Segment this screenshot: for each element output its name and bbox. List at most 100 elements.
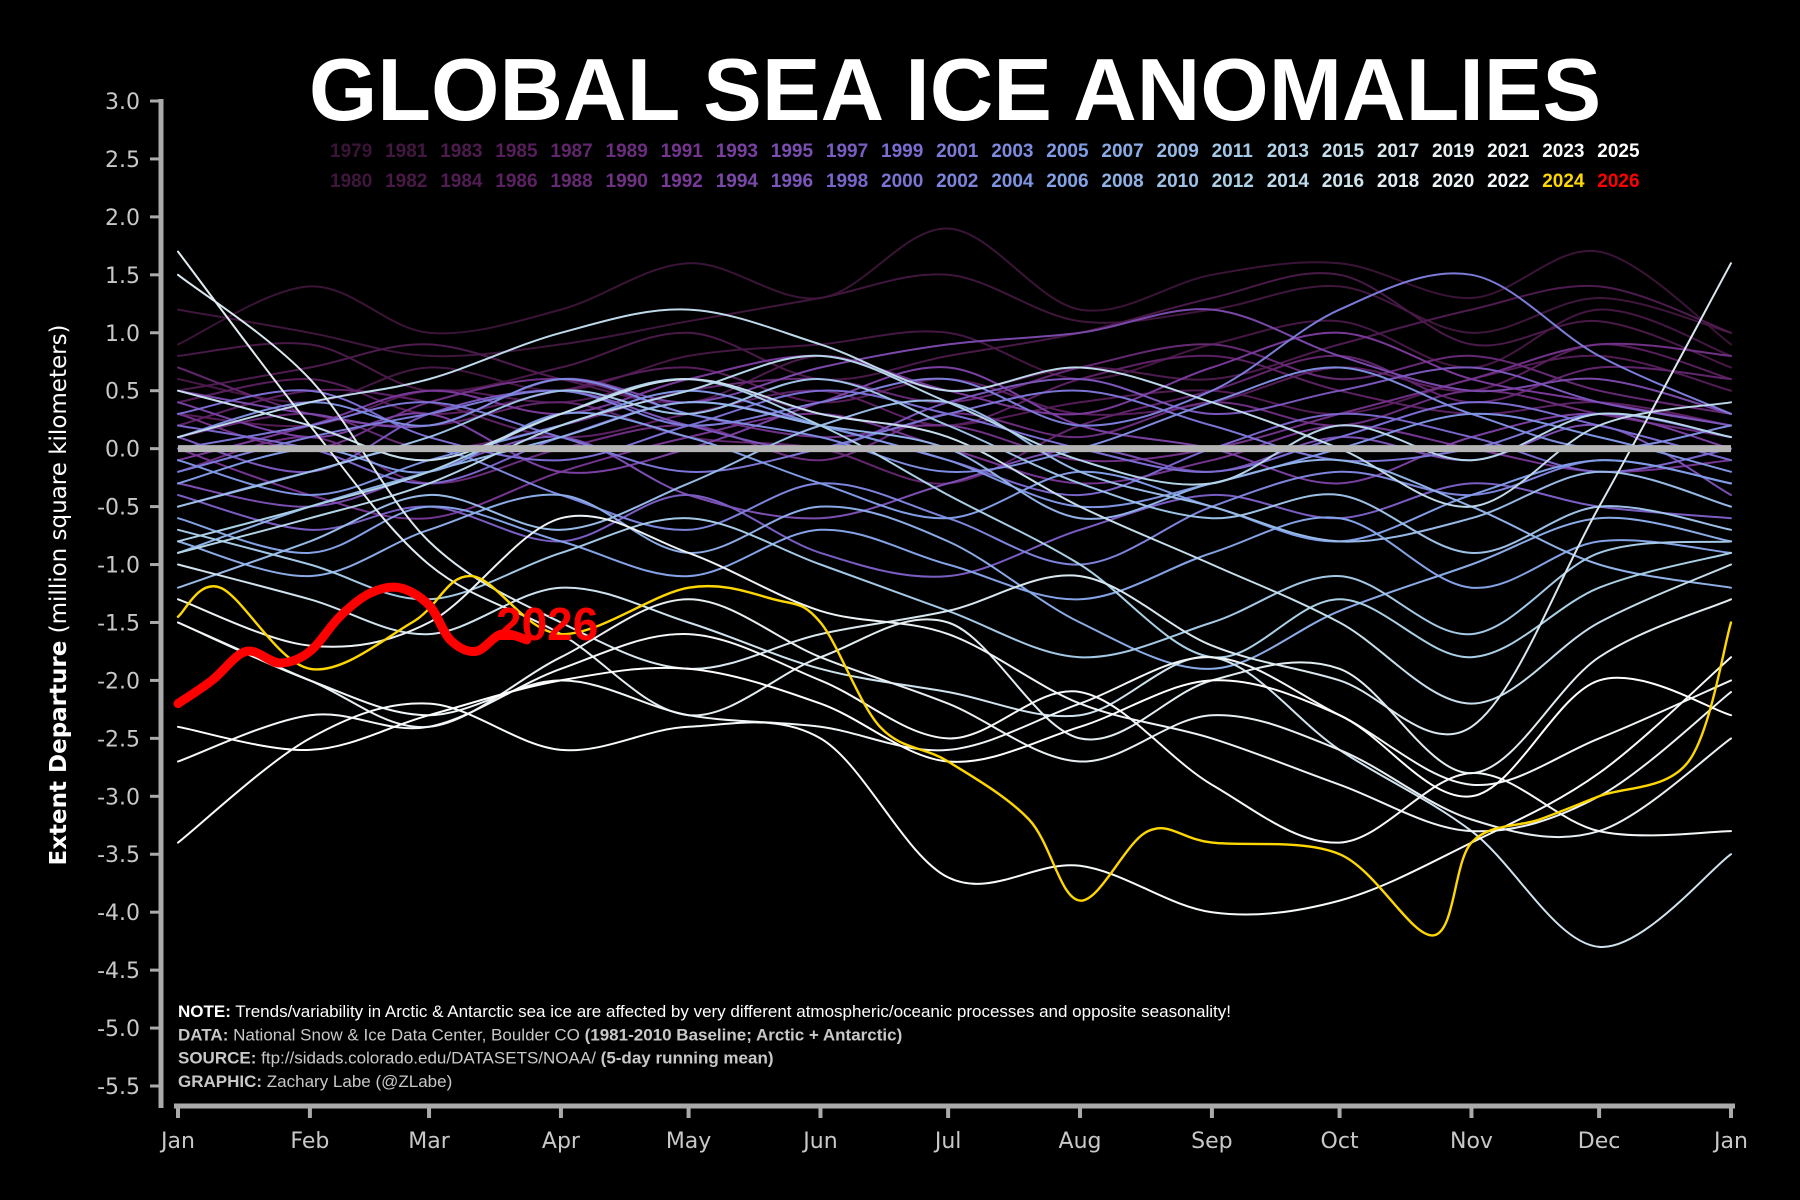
- y-axis-label-rest: (million square kilometers): [46, 324, 72, 640]
- legend-entry-2007: 2007: [1101, 141, 1143, 162]
- series-line-2010: [177, 378, 1732, 554]
- series-line-2020: [177, 514, 1732, 833]
- legend-entry-2022: 2022: [1487, 171, 1529, 192]
- y-tick-label: 0.0: [105, 438, 140, 463]
- note-line: SOURCE: ftp://sidads.colorado.edu/DATASE…: [178, 1049, 774, 1068]
- legend-entry-2019: 2019: [1432, 141, 1474, 162]
- axes: 3.0 2.5 2.0 1.5 1.0 0.5 0.0 -0.5 -1.0 -1.5 -2.0 -2.…: [97, 90, 1748, 1154]
- note-text: National Snow & Ice Data Center, Boulder…: [228, 1025, 584, 1044]
- series-line-2016: [177, 563, 1732, 948]
- series-line-2026: [173, 582, 532, 709]
- x-tick-label: Feb: [290, 1129, 329, 1154]
- legend-entry-1982: 1982: [385, 171, 427, 192]
- legend-entry-1997: 1997: [826, 141, 868, 162]
- legend-entry-1996: 1996: [771, 171, 813, 192]
- series-line-1980: [177, 273, 1732, 358]
- legend: 1979 1981 1983 1985 1987 1989 1991 1993 1995 1997…: [330, 141, 1640, 192]
- y-tick-label: 1.0: [105, 322, 140, 347]
- y-tick-label: 1.5: [105, 264, 140, 289]
- note-label: DATA:: [178, 1025, 228, 1044]
- legend-entry-2012: 2012: [1212, 171, 1254, 192]
- x-tick-label: Mar: [408, 1129, 450, 1154]
- legend-entry-1980: 1980: [330, 171, 372, 192]
- x-tick-label: Sep: [1191, 1129, 1232, 1154]
- legend-entry-2008: 2008: [1101, 171, 1143, 192]
- legend-entry-2016: 2016: [1322, 171, 1364, 192]
- y-tick-label: -3.0: [97, 785, 140, 810]
- note-line: NOTE: Trends/variability in Arctic & Ant…: [178, 1002, 1231, 1021]
- series-line-2014: [177, 308, 1732, 508]
- x-tick-label: Nov: [1450, 1129, 1493, 1154]
- series-line-2012: [177, 378, 1732, 659]
- legend-entry-2009: 2009: [1157, 141, 1199, 162]
- note-bold-tail: (5-day running mean): [601, 1049, 774, 1068]
- series-line-2015: [177, 378, 1732, 705]
- chart-title: GLOBAL SEA ICE ANOMALIES: [309, 40, 1601, 139]
- legend-entry-2025: 2025: [1597, 141, 1640, 162]
- note-label: SOURCE:: [178, 1049, 256, 1068]
- legend-entry-2010: 2010: [1157, 171, 1199, 192]
- legend-entry-1986: 1986: [495, 171, 537, 192]
- series-line-2001: [177, 272, 1732, 473]
- legend-entry-1983: 1983: [440, 141, 482, 162]
- legend-entry-2000: 2000: [881, 171, 923, 192]
- x-tick-label: May: [666, 1129, 711, 1154]
- y-tick-label: -0.5: [97, 496, 140, 521]
- x-tick-label: Oct: [1321, 1129, 1359, 1154]
- note-bold-tail: (1981-2010 Baseline; Arctic + Antarctic): [585, 1025, 903, 1044]
- y-tick-label: -1.0: [97, 554, 140, 579]
- series-line-2007: [177, 493, 1732, 670]
- legend-entry-1998: 1998: [826, 171, 868, 192]
- legend-entry-1991: 1991: [661, 141, 704, 162]
- legend-entry-2015: 2015: [1322, 141, 1365, 162]
- note-label: NOTE:: [178, 1002, 231, 1021]
- legend-entry-2018: 2018: [1377, 171, 1419, 192]
- legend-entry-2020: 2020: [1432, 171, 1474, 192]
- legend-entry-1984: 1984: [440, 171, 483, 192]
- y-axis-label: Extent Departure (million square kilomet…: [46, 324, 72, 865]
- legend-entry-1993: 1993: [716, 141, 758, 162]
- legend-entry-1999: 1999: [881, 141, 923, 162]
- y-axis-label-bold: Extent Departure: [46, 641, 72, 866]
- series-line-2017: [177, 262, 1732, 736]
- y-tick-label: -2.5: [97, 727, 140, 752]
- y-tick-label: 0.5: [105, 380, 140, 405]
- legend-entry-2014: 2014: [1267, 171, 1310, 192]
- y-tick-label: 3.0: [105, 90, 140, 115]
- legend-entry-2003: 2003: [991, 141, 1033, 162]
- legend-entry-2021: 2021: [1487, 141, 1530, 162]
- series-line-2006: [177, 505, 1732, 601]
- legend-entry-2017: 2017: [1377, 141, 1419, 162]
- y-tick-label: 2.5: [105, 148, 140, 173]
- x-tick-label: Jun: [801, 1129, 837, 1154]
- legend-entry-1988: 1988: [550, 171, 592, 192]
- y-tick-label: -4.5: [97, 959, 140, 984]
- legend-entry-2001: 2001: [936, 141, 979, 162]
- legend-entry-2005: 2005: [1046, 141, 1089, 162]
- series-line-2025: [177, 666, 1732, 798]
- legend-entry-1979: 1979: [330, 141, 372, 162]
- series-lines: [173, 227, 1733, 948]
- note-line: DATA: National Snow & Ice Data Center, B…: [178, 1025, 902, 1044]
- end-label-2026: 2026: [496, 598, 598, 650]
- note-label: GRAPHIC:: [178, 1072, 262, 1091]
- legend-entry-1989: 1989: [606, 141, 648, 162]
- note-text: Zachary Labe (@ZLabe): [262, 1072, 452, 1091]
- notes: NOTE: Trends/variability in Arctic & Ant…: [178, 1002, 1231, 1091]
- note-text: Trends/variability in Arctic & Antarctic…: [231, 1002, 1231, 1021]
- x-tick-label: Apr: [542, 1129, 581, 1154]
- legend-entry-2011: 2011: [1212, 141, 1254, 162]
- x-tick-label: Jan: [1712, 1129, 1748, 1154]
- x-tick-label: Jan: [159, 1129, 195, 1154]
- legend-entry-2002: 2002: [936, 171, 978, 192]
- legend-entry-1990: 1990: [606, 171, 648, 192]
- series-line-2024: [176, 574, 1733, 937]
- legend-entry-2004: 2004: [991, 171, 1034, 192]
- legend-entry-2026: 2026: [1597, 171, 1639, 192]
- y-tick-label: -3.5: [97, 843, 140, 868]
- legend-entry-2023: 2023: [1542, 141, 1584, 162]
- y-tick-label: 2.0: [105, 206, 140, 231]
- series-line-2013: [177, 354, 1732, 554]
- legend-entry-2006: 2006: [1046, 171, 1088, 192]
